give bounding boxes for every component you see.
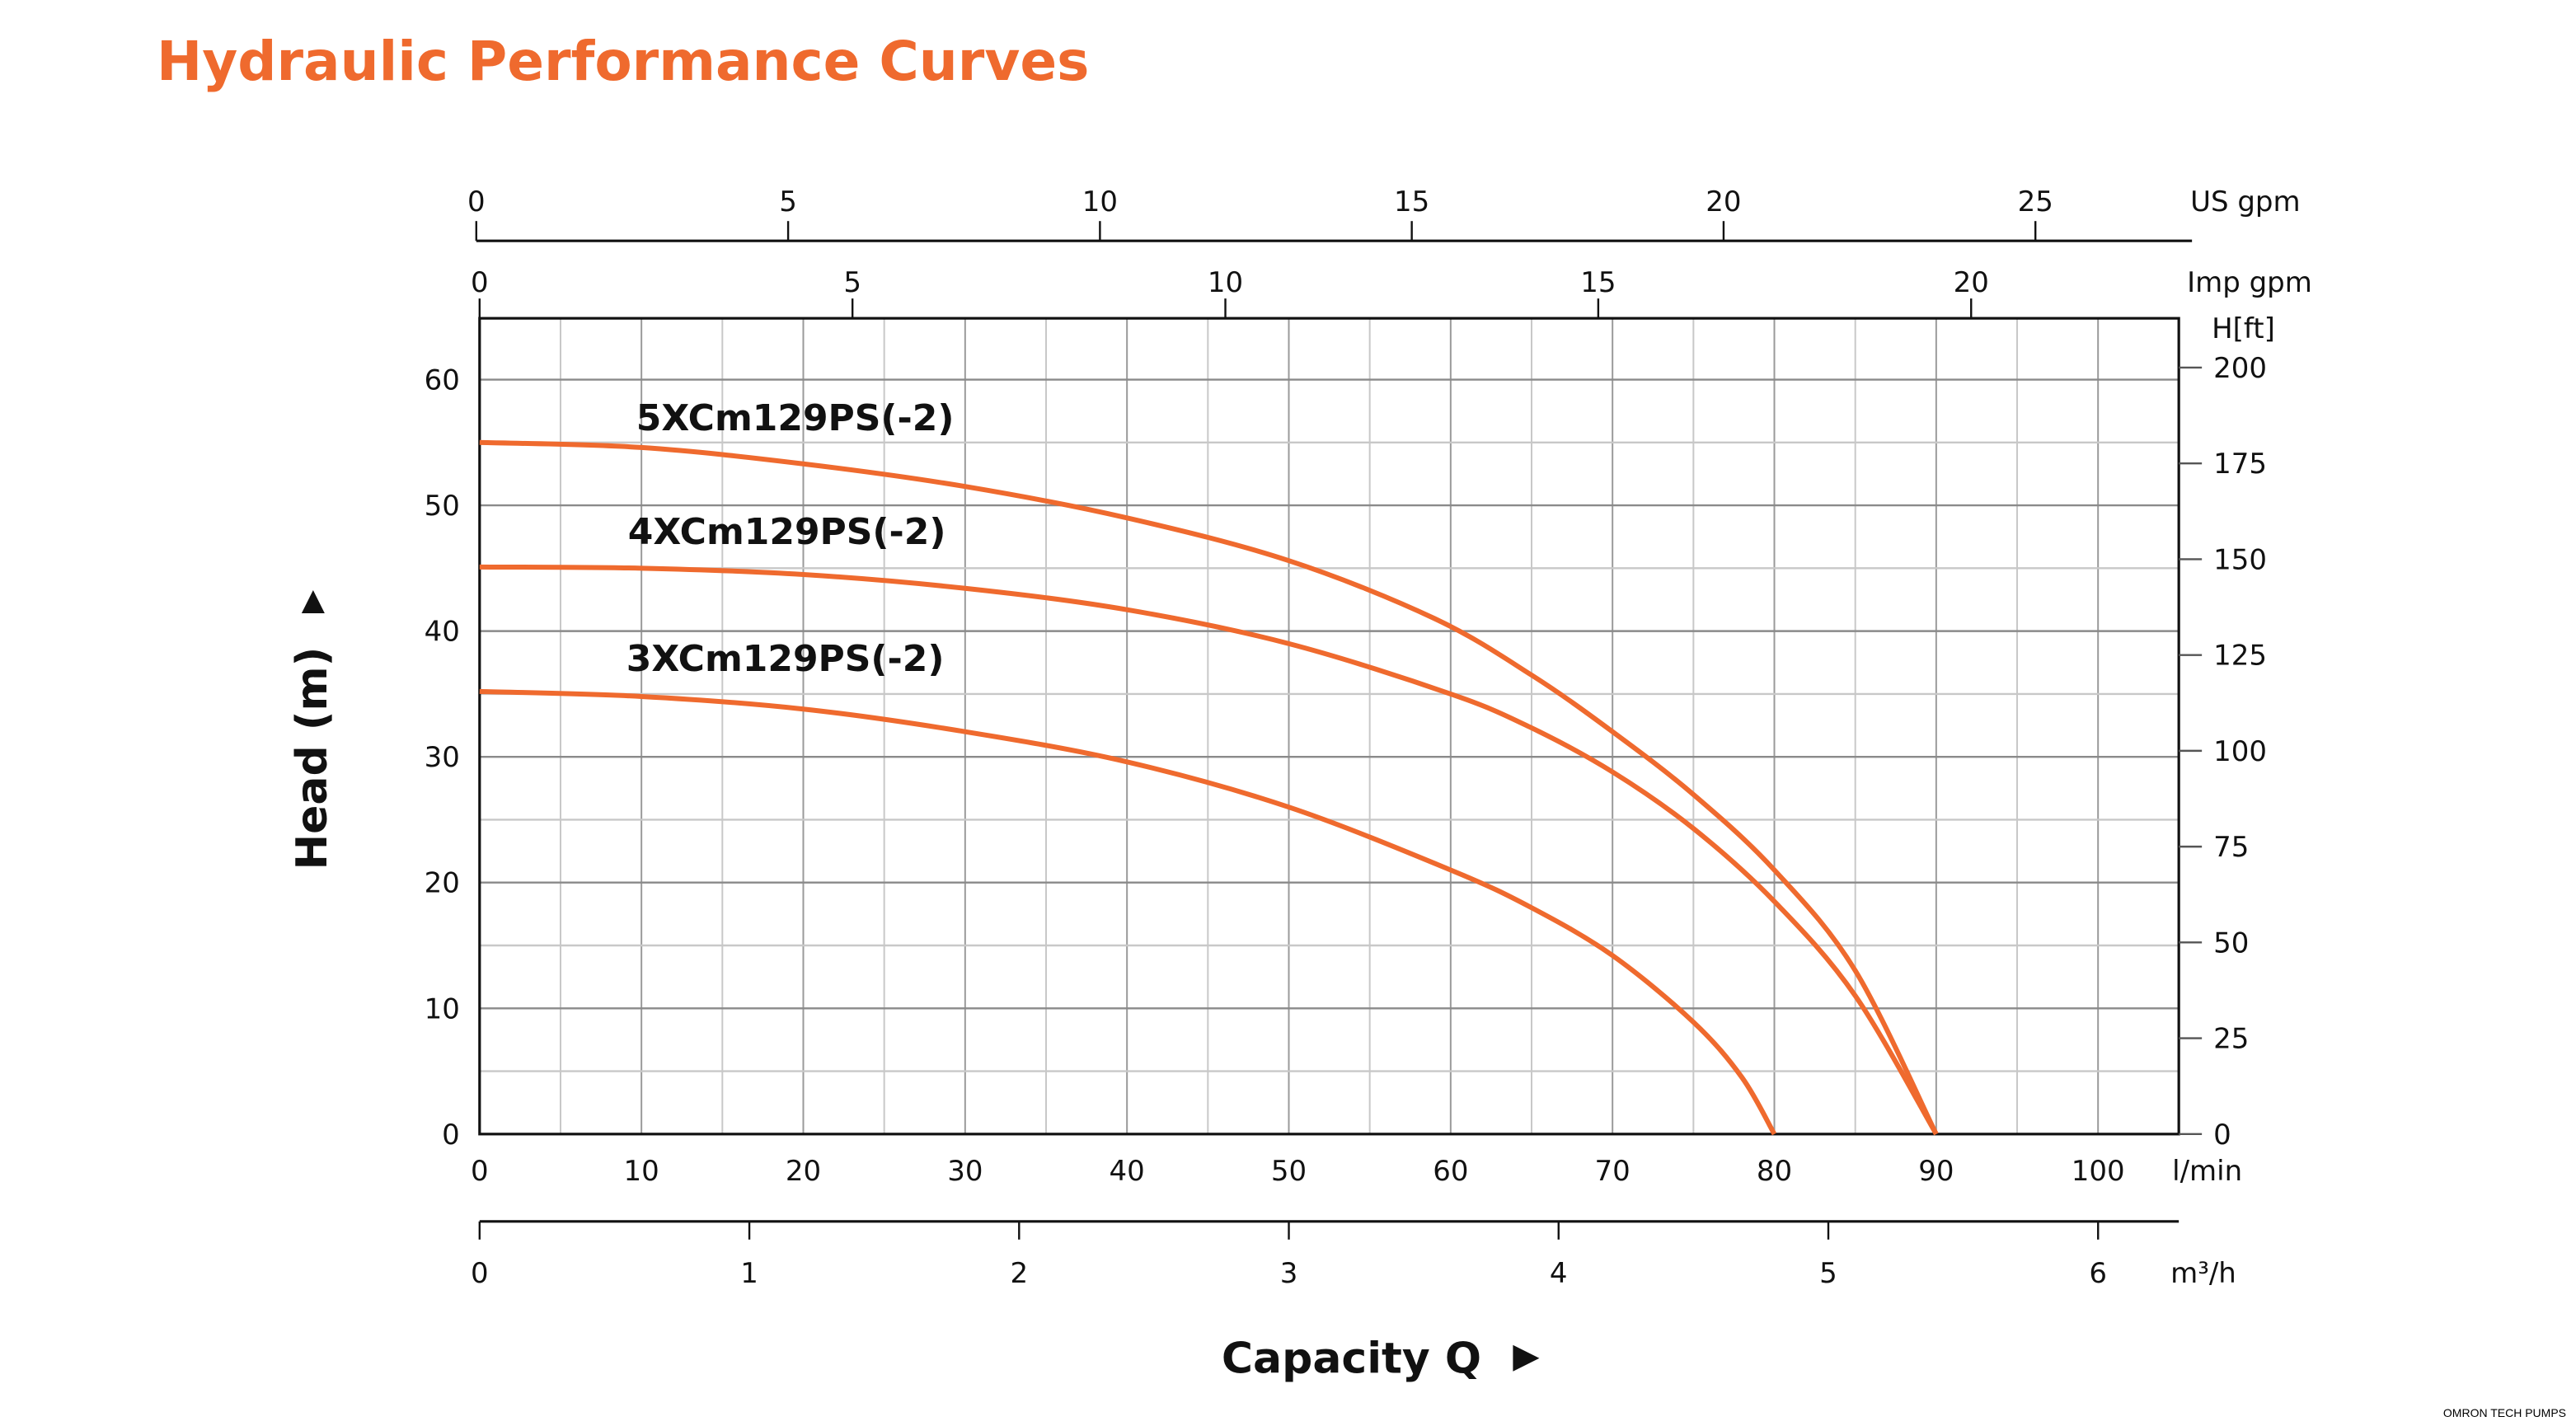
x-tick-label: 70	[1595, 1155, 1631, 1188]
imp-gpm-tick-label: 10	[1208, 266, 1243, 299]
us-gpm-tick-label: 25	[2018, 185, 2053, 218]
x-tick-label: 30	[947, 1155, 983, 1188]
us-gpm-tick-label: 20	[1706, 185, 1741, 218]
series-label: 4XCm129PS(-2)	[628, 511, 946, 553]
us-gpm-tick-label: 10	[1082, 185, 1118, 218]
x-tick-label: 90	[1918, 1155, 1954, 1188]
m3h-tick-label: 6	[2089, 1257, 2107, 1290]
head-ft-tick-label: 25	[2213, 1023, 2249, 1056]
y-tick-label: 60	[425, 364, 460, 397]
y-tick-label: 50	[425, 490, 460, 523]
head-ft-tick-label: 200	[2213, 352, 2267, 385]
us-gpm-tick-label: 15	[1394, 185, 1429, 218]
us-gpm-tick-label: 0	[467, 185, 486, 218]
imp-gpm-tick-label: 20	[1954, 266, 1989, 299]
y-tick-label: 10	[425, 992, 460, 1025]
x-tick-label: 100	[2072, 1155, 2125, 1188]
x-tick-label: 20	[786, 1155, 821, 1188]
x-tick-label: 0	[471, 1155, 489, 1188]
head-ft-axis-label: H[ft]	[2212, 312, 2275, 345]
x-tick-label: 80	[1757, 1155, 1792, 1188]
x-axis-title: Capacity Q	[1222, 1335, 1481, 1384]
curve-5XCm129PS(-2)	[479, 439, 1939, 1136]
head-ft-tick-label: 150	[2213, 543, 2267, 576]
y-axis-title: Head (m)	[288, 647, 337, 870]
x-tick-label: 50	[1271, 1155, 1307, 1188]
page-title: Hydraulic Performance Curves	[157, 30, 1090, 93]
m3h-tick-label: 1	[740, 1257, 758, 1290]
x-unit-label: l/min	[2172, 1155, 2242, 1188]
curve-3XCm129PS(-2)	[479, 688, 1777, 1136]
y-tick-label: 40	[425, 616, 460, 649]
us-gpm-tick-label: 5	[779, 185, 797, 218]
x-tick-label: 10	[624, 1155, 659, 1188]
plot-frame	[478, 317, 2180, 1136]
x-tick-label: 40	[1110, 1155, 1145, 1188]
y-tick-label: 0	[442, 1119, 460, 1152]
imp-gpm-tick-label: 15	[1580, 266, 1616, 299]
m3h-tick-label: 5	[1819, 1257, 1837, 1290]
y-tick-label: 30	[425, 741, 460, 774]
m3h-tick-label: 0	[471, 1257, 489, 1290]
y-axis-arrow-icon	[301, 590, 325, 614]
imp-gpm-tick-label: 0	[471, 266, 489, 299]
series-label: 3XCm129PS(-2)	[626, 638, 945, 680]
head-ft-tick-label: 100	[2213, 735, 2267, 768]
curve-4XCm129PS(-2)	[479, 564, 1939, 1136]
m3h-axis-label: m³/h	[2170, 1257, 2236, 1290]
head-ft-tick-label: 175	[2213, 448, 2267, 481]
m3h-tick-label: 4	[1550, 1257, 1568, 1290]
m3h-tick-label: 3	[1280, 1257, 1298, 1290]
head-ft-tick-label: 125	[2213, 640, 2267, 673]
head-ft-tick-label: 50	[2213, 926, 2249, 959]
head-ft-tick-label: 0	[2213, 1119, 2231, 1152]
footer-brand: OMRON TECH PUMPS	[2442, 1406, 2566, 1419]
us-gpm-axis-label: US gpm	[2190, 185, 2300, 218]
x-axis-arrow-icon	[1513, 1344, 1540, 1372]
m3h-tick-label: 2	[1010, 1257, 1028, 1290]
series-label: 5XCm129PS(-2)	[636, 397, 955, 439]
imp-gpm-tick-label: 5	[843, 266, 861, 299]
y-tick-label: 20	[425, 867, 460, 900]
x-tick-label: 60	[1433, 1155, 1468, 1188]
imp-gpm-axis-label: Imp gpm	[2187, 266, 2312, 299]
head-ft-tick-label: 75	[2213, 831, 2249, 864]
